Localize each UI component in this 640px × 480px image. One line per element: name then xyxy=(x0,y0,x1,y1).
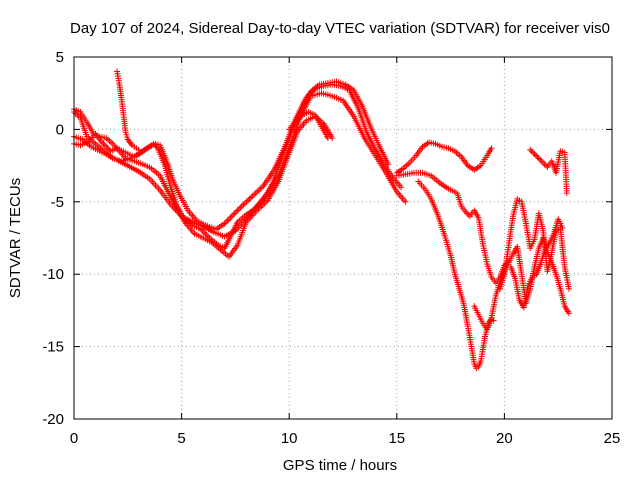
series-trace-13 xyxy=(527,146,570,197)
chart-title: Day 107 of 2024, Sidereal Day-to-day VTE… xyxy=(70,20,610,37)
axes-layer: 0 5 10 15 20 25 5 0 -5 -10 -15 -20 xyxy=(42,49,620,447)
y-tick-label: -10 xyxy=(42,266,64,283)
grid-layer xyxy=(74,57,612,419)
data-point-markers xyxy=(393,139,495,176)
x-tick-label: 5 xyxy=(177,430,185,447)
data-point-markers xyxy=(497,195,572,292)
x-axis-label: GPS time / hours xyxy=(283,457,397,474)
y-tick-label: 0 xyxy=(56,121,64,138)
x-tick-label: 10 xyxy=(281,430,298,447)
x-tick-label: 0 xyxy=(70,430,78,447)
y-tick-label: -5 xyxy=(51,194,64,211)
series-trace-9 xyxy=(415,178,497,372)
data-point-markers xyxy=(471,235,572,333)
y-tick-label: -20 xyxy=(42,411,64,428)
data-point-markers xyxy=(507,216,566,311)
series-trace-6 xyxy=(286,109,331,142)
data-point-markers xyxy=(415,178,497,372)
y-tick-label: 5 xyxy=(56,49,64,66)
data-point-markers xyxy=(527,146,570,197)
x-tick-label: 15 xyxy=(388,430,405,447)
series-trace-10 xyxy=(471,235,572,333)
y-axis-label: SDTVAR / TECUs xyxy=(7,178,24,298)
series-trace-7 xyxy=(393,139,495,176)
data-point-markers xyxy=(286,109,331,142)
x-tick-label: 25 xyxy=(604,430,621,447)
series-trace-5 xyxy=(114,68,142,153)
series-trace-12 xyxy=(507,216,566,311)
series-trace-11 xyxy=(497,195,572,292)
plot-frame xyxy=(73,56,613,420)
y-tick-label: -15 xyxy=(42,339,64,356)
x-tick-label: 20 xyxy=(496,430,513,447)
data-point-markers xyxy=(114,68,142,153)
data-layer xyxy=(71,68,572,372)
